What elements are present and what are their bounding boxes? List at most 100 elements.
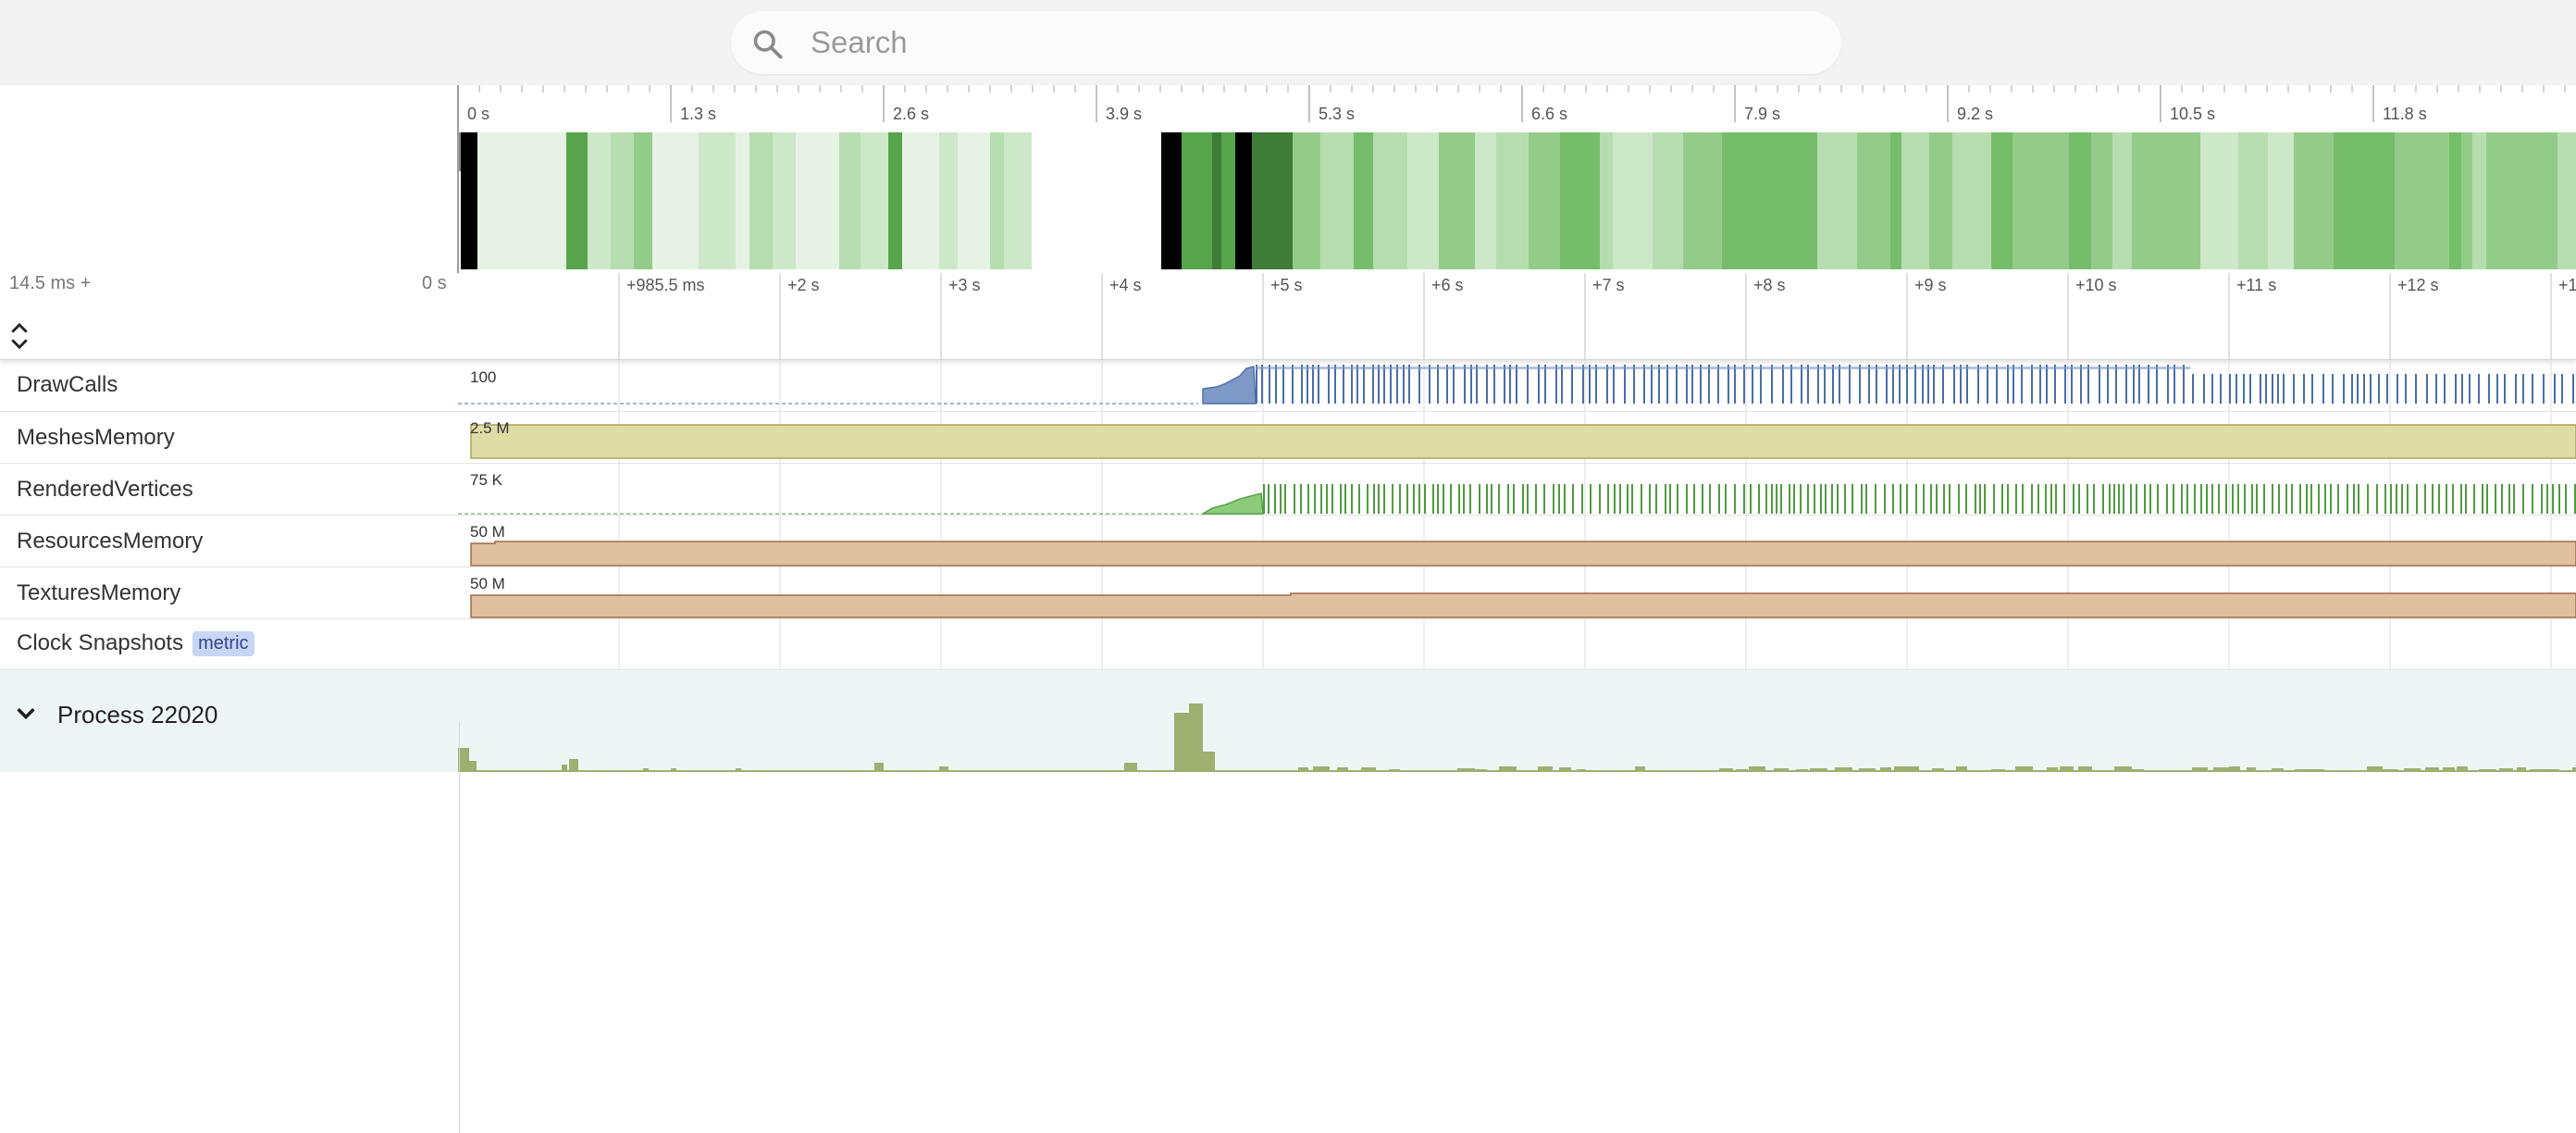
activity-segment — [2069, 132, 2091, 269]
activity-segment — [2043, 132, 2069, 269]
vertices-bar — [1837, 484, 1839, 514]
search-input[interactable] — [811, 11, 1810, 74]
vertices-bar — [1263, 484, 1265, 514]
drawcalls-bar — [1504, 365, 1505, 404]
track-meshesmemory[interactable]: MeshesMemory 2.5 M — [0, 412, 2576, 464]
drawcalls-bar — [1429, 365, 1430, 404]
track-resourcesmemory[interactable]: ResourcesMemory 50 M — [0, 516, 2576, 567]
drawcalls-bar — [1700, 365, 1702, 404]
vertices-bar — [1831, 484, 1833, 514]
vertices-bar — [1718, 484, 1720, 514]
process-activity-bar — [1499, 766, 1517, 772]
drawcalls-bar — [1301, 365, 1303, 404]
track-process[interactable]: Process 22020 — [0, 670, 2576, 772]
drawcalls-bar — [1282, 365, 1284, 404]
vertices-bar — [1975, 484, 1976, 514]
activity-segment — [773, 132, 796, 269]
vertices-bar — [2565, 484, 2567, 514]
vertices-bar — [2093, 484, 2095, 514]
activity-segment — [1004, 132, 1032, 269]
vertices-bar — [2401, 484, 2403, 514]
drawcalls-bar — [2283, 374, 2285, 404]
activity-segment — [1252, 132, 1293, 269]
vertices-bar — [1284, 484, 1286, 514]
drawcalls-bar — [2363, 374, 2365, 404]
drawcalls-bar — [1686, 365, 1688, 404]
search-box[interactable] — [731, 11, 1841, 74]
drawcalls-bar — [1996, 365, 1998, 404]
activity-segment — [1529, 132, 1560, 269]
drawcalls-bar — [2007, 365, 2009, 404]
drawcalls-bar — [1717, 365, 1719, 404]
drawcalls-bar — [1624, 365, 1626, 404]
vertices-bar — [2390, 484, 2392, 514]
vertices-bar — [1599, 484, 1601, 514]
overview-tick-label: 11.8 s — [2383, 105, 2427, 123]
vertices-bar — [2508, 484, 2510, 514]
drawcalls-bar — [1527, 365, 1529, 404]
vertices-bar — [2460, 484, 2462, 514]
time-zero-label: 0 s — [422, 273, 447, 293]
drawcalls-bar — [1899, 365, 1901, 404]
process-activity-bar — [2192, 767, 2208, 772]
track-renderedvertices[interactable]: RenderedVertices 75 K — [0, 464, 2576, 516]
activity-segment — [2414, 132, 2449, 269]
vertices-bar — [2218, 484, 2220, 514]
vertices-bar — [2330, 484, 2332, 514]
vertices-bar — [1307, 484, 1309, 514]
track-label: RenderedVertices — [17, 477, 193, 502]
drawcalls-bar — [2277, 374, 2279, 404]
drawcalls-bar — [2012, 365, 2014, 404]
vertices-bar — [2384, 484, 2386, 514]
process-activity-bar — [1880, 767, 1891, 772]
vertices-bar — [1513, 484, 1515, 514]
drawcalls-bar — [2167, 365, 2169, 404]
vertices-bar — [2181, 484, 2183, 514]
activity-segment — [888, 132, 902, 269]
track-texturesmemory[interactable]: TexturesMemory 50 M — [0, 567, 2576, 619]
drawcalls-bar — [1914, 365, 1916, 404]
vertices-bar — [2001, 484, 2003, 514]
drawcalls-bar — [1859, 365, 1861, 404]
vertices-bar — [1814, 484, 1815, 514]
track-clock-snapshots[interactable]: Clock Snapshots metric — [0, 619, 2576, 670]
drawcalls-bar — [1493, 365, 1495, 404]
vertices-bar — [1558, 484, 1560, 514]
vertices-bar — [2486, 484, 2488, 514]
vertices-bar — [1641, 484, 1642, 514]
vertices-bar — [1789, 484, 1790, 514]
process-activity-bar — [1538, 766, 1553, 772]
drawcalls-bar — [1953, 365, 1955, 404]
drawcalls-bar — [2156, 365, 2158, 404]
track-scale-label: 100 — [470, 368, 497, 386]
process-activity-bar — [2367, 766, 2383, 772]
label-column-divider — [459, 722, 460, 1133]
process-activity-bar — [458, 748, 469, 772]
overview-activity-strip[interactable] — [458, 132, 2576, 269]
chevron-down-icon[interactable] — [15, 703, 37, 725]
expand-collapse-icon[interactable] — [9, 317, 30, 355]
drawcalls-bar — [1966, 365, 1968, 404]
drawcalls-bar — [1760, 365, 1762, 404]
drawcalls-bar — [2293, 374, 2295, 404]
vertices-bar — [2522, 484, 2524, 514]
detail-tick-label: +10 s — [2075, 276, 2117, 294]
meshes-area — [470, 424, 2576, 459]
track-drawcalls[interactable]: DrawCalls 100 — [0, 361, 2576, 412]
drawcalls-bar — [1261, 365, 1263, 404]
process-activity-bar — [2213, 767, 2229, 772]
activity-segment — [749, 132, 773, 269]
activity-segment — [939, 132, 958, 269]
track-scale-label: 2.5 M — [470, 419, 510, 437]
drawcalls-bar — [1633, 365, 1635, 404]
process-activity-bar — [569, 759, 578, 772]
vertices-bar — [1413, 484, 1415, 514]
vertices-bar — [1936, 484, 1938, 514]
vertices-bar — [1437, 484, 1439, 514]
vertices-bar — [1418, 484, 1420, 514]
track-label: TexturesMemory — [17, 580, 181, 605]
vertices-bar — [2407, 484, 2409, 514]
activity-segment — [2461, 132, 2472, 269]
drawcalls-bar — [2183, 365, 2185, 404]
drawcalls-bar — [1292, 365, 1294, 404]
